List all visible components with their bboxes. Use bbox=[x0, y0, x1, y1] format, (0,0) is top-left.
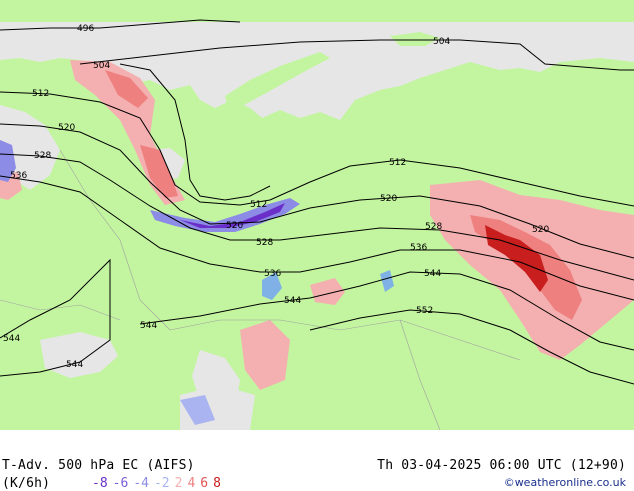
contour-label: 544 bbox=[66, 360, 83, 370]
contour-label: 544 bbox=[424, 269, 441, 279]
aral-lake bbox=[380, 270, 394, 292]
warm-advection-area bbox=[140, 145, 178, 198]
contour-520 bbox=[0, 123, 634, 259]
contour-label: 544 bbox=[140, 321, 157, 331]
contour-label: 512 bbox=[250, 200, 267, 210]
contour-label: 512 bbox=[32, 89, 49, 99]
novaya-zemlya bbox=[225, 52, 330, 108]
contour-label: 520 bbox=[226, 221, 243, 231]
legend-item: 2 bbox=[174, 476, 183, 491]
contour-label: 520 bbox=[58, 123, 75, 133]
contour-label: 520 bbox=[532, 225, 549, 235]
contour-lines bbox=[0, 19, 634, 385]
contour-label: 528 bbox=[425, 222, 442, 232]
map-title: T-Adv. 500 hPa EC (AIFS) bbox=[2, 458, 195, 473]
contour-label: 504 bbox=[93, 61, 110, 71]
contour-label: 536 bbox=[10, 171, 27, 181]
cold-advection-area bbox=[0, 140, 16, 182]
legend-item: -8 bbox=[92, 476, 108, 491]
contour-504-loop bbox=[119, 63, 271, 201]
contour-528 bbox=[0, 153, 634, 281]
contour-536 bbox=[0, 175, 634, 301]
black-sea bbox=[40, 332, 118, 378]
credit-link[interactable]: ©weatheronline.co.uk bbox=[503, 476, 626, 489]
contour-512 bbox=[0, 91, 634, 207]
cold-advection-area bbox=[150, 198, 300, 232]
color-legend: -8 -6 -4 -2 2 4 6 8 bbox=[92, 476, 226, 491]
contour-label: 552 bbox=[416, 306, 433, 316]
contour-label: 496 bbox=[77, 24, 94, 34]
legend-item: -4 bbox=[133, 476, 149, 491]
contour-labels: 496 504 504 512 512 512 520 520 520 520 … bbox=[3, 24, 549, 370]
weather-map: 496 504 504 512 512 512 520 520 520 520 … bbox=[0, 0, 634, 430]
warm-advection-core bbox=[485, 225, 548, 292]
legend-item: -2 bbox=[153, 476, 170, 491]
contour-496 bbox=[0, 19, 241, 31]
contour-label: 512 bbox=[389, 158, 406, 168]
balkhash-lake bbox=[262, 272, 282, 300]
legend-item: 8 bbox=[213, 476, 221, 491]
legend-item: 6 bbox=[200, 476, 209, 491]
contour-label: 528 bbox=[34, 151, 51, 161]
arctic-sea bbox=[0, 22, 634, 120]
contour-label: 544 bbox=[3, 334, 20, 344]
contour-label: 536 bbox=[410, 243, 427, 253]
contour-544b bbox=[139, 271, 634, 351]
contour-544 bbox=[0, 258, 111, 377]
legend-item: 4 bbox=[187, 476, 196, 491]
warm-advection-area bbox=[310, 278, 345, 305]
border-lines bbox=[0, 149, 521, 430]
warm-advection-area bbox=[240, 320, 290, 390]
units-label: (K/6h) bbox=[2, 476, 51, 491]
contour-552 bbox=[309, 309, 634, 385]
arctic-island bbox=[390, 32, 440, 46]
contour-504 bbox=[79, 39, 634, 71]
contour-label: 544 bbox=[284, 296, 301, 306]
cold-advection-area bbox=[180, 395, 215, 425]
warm-advection-area bbox=[105, 70, 148, 108]
legend-item: -6 bbox=[112, 476, 129, 491]
map-footer: T-Adv. 500 hPa EC (AIFS) (K/6h) -8 -6 -4 -2… bbox=[0, 430, 634, 491]
contour-label: 520 bbox=[380, 194, 397, 204]
contour-label: 536 bbox=[264, 269, 281, 279]
forecast-datetime: Th 03-04-2025 06:00 UTC (12+90) bbox=[377, 458, 626, 473]
contour-label: 528 bbox=[256, 238, 273, 248]
contour-label: 504 bbox=[433, 37, 450, 47]
